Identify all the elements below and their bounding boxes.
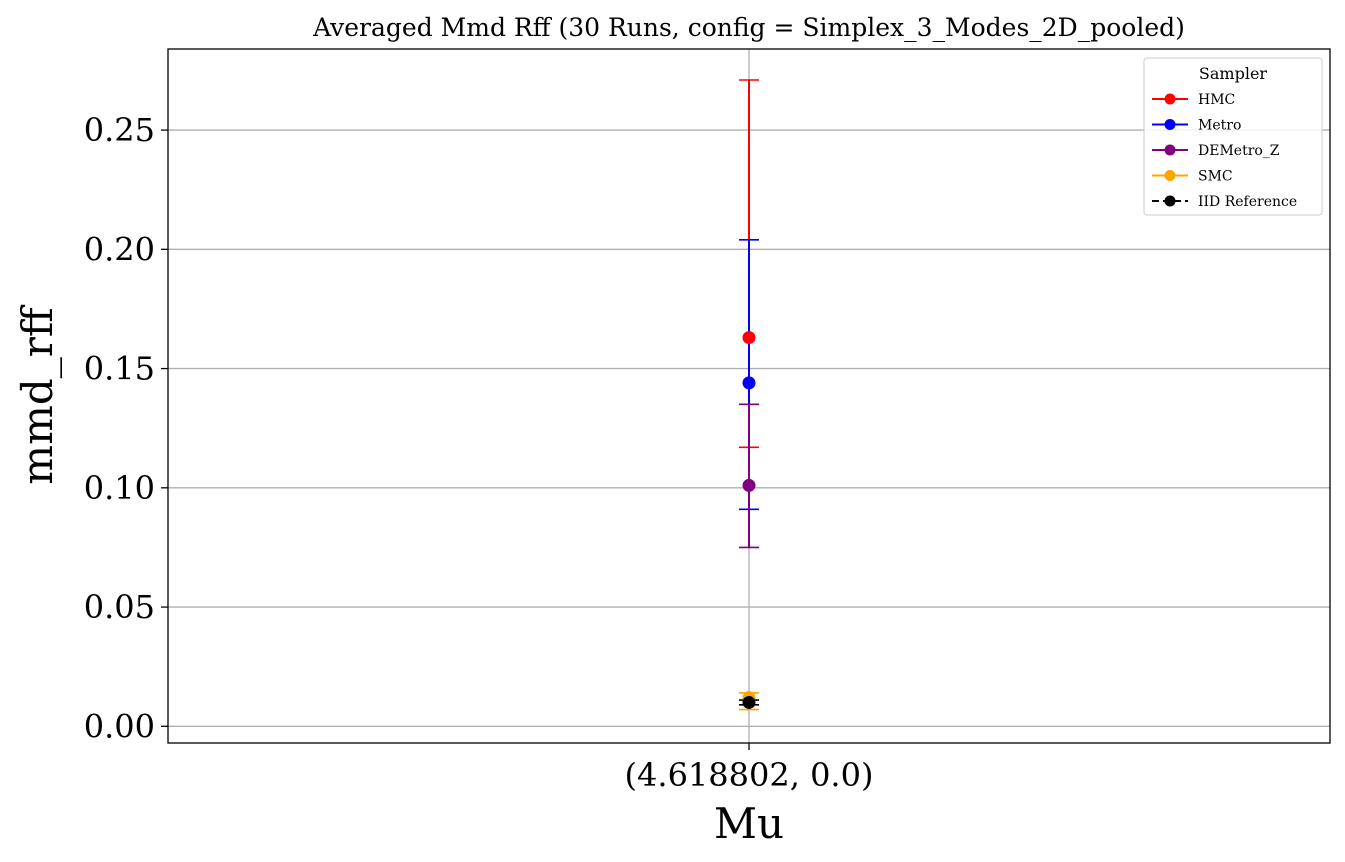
legend-box — [1143, 57, 1323, 216]
legend-marker — [1164, 119, 1176, 130]
plot-area — [167, 48, 1331, 744]
y-tick-label: 0.00 — [84, 707, 155, 745]
legend: Sampler HMC Metro DEMetro_Z SMC IID Referenc… — [1143, 57, 1323, 216]
legend-title: Sampler — [1199, 64, 1268, 83]
chart-title: Averaged Mmd Rff (30 Runs, config = Simp… — [312, 13, 1185, 42]
legend-label: IID Reference — [1198, 194, 1297, 210]
y-tick-label: 0.20 — [84, 230, 155, 268]
data-marks — [739, 79, 759, 711]
legend-marker — [1164, 170, 1176, 181]
y-tick-label: 0.10 — [84, 469, 155, 507]
y-tick-label: 0.15 — [84, 350, 155, 388]
data-point-hmc — [742, 331, 756, 345]
y-axis: 0.00 0.05 0.10 0.15 0.20 0.25 — [84, 111, 168, 745]
data-point-iid-reference — [742, 695, 756, 709]
y-axis-label: mmd_rff — [13, 304, 62, 485]
x-axis-label: Mu — [714, 799, 784, 848]
legend-marker — [1164, 195, 1176, 207]
legend-marker — [1164, 144, 1176, 156]
legend-label: SMC — [1198, 169, 1233, 185]
y-tick-label: 0.25 — [84, 111, 155, 149]
data-point-demetro-z — [742, 478, 756, 492]
x-axis: (4.618802, 0.0) — [625, 743, 874, 794]
y-tick-label: 0.05 — [84, 588, 155, 626]
x-tick-label: (4.618802, 0.0) — [625, 756, 874, 794]
legend-label: HMC — [1198, 92, 1235, 108]
legend-items: HMC Metro DEMetro_Z SMC IID Reference — [1152, 92, 1297, 210]
legend-marker — [1164, 93, 1176, 105]
legend-label: DEMetro_Z — [1198, 143, 1280, 159]
data-point-metro — [742, 376, 756, 390]
legend-label: Metro — [1198, 118, 1241, 134]
